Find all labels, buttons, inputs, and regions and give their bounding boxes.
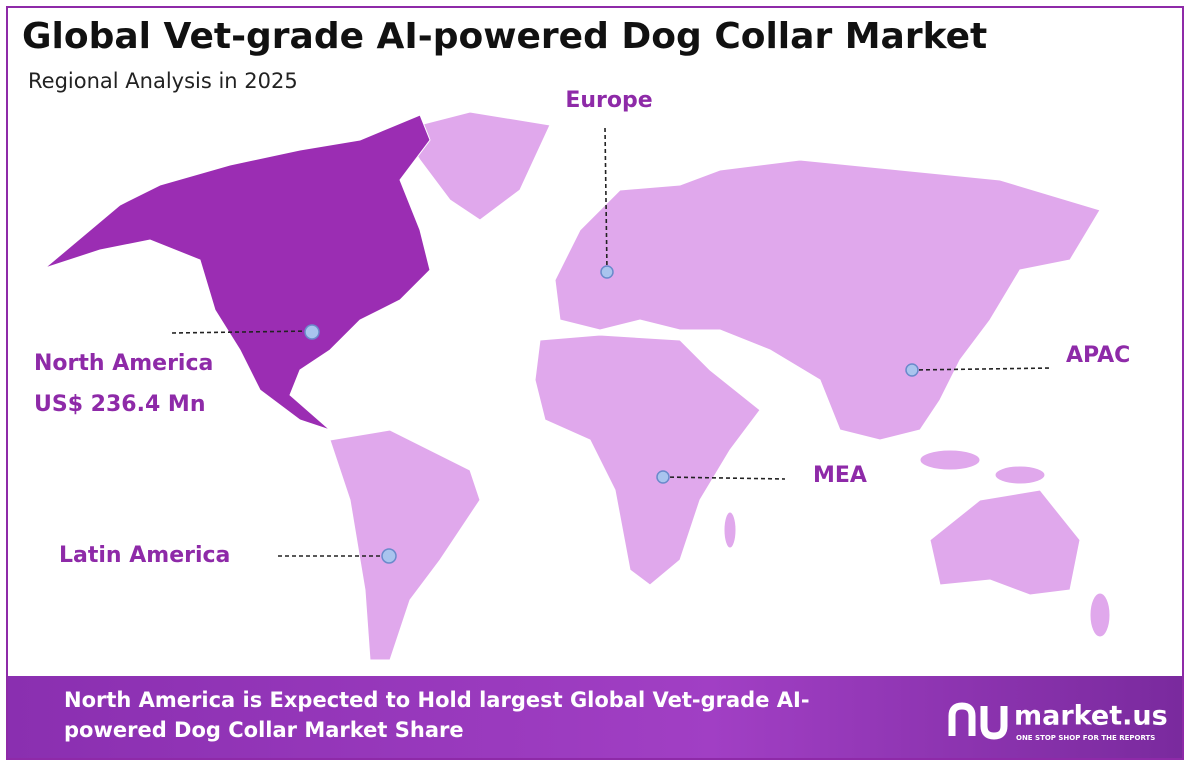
logo-icon	[948, 702, 976, 736]
australia	[929, 489, 1081, 596]
logo-icon	[980, 706, 1008, 740]
title: Global Vet-grade AI-powered Dog Collar M…	[22, 16, 987, 57]
marker	[381, 548, 397, 564]
marker	[600, 265, 614, 279]
world-map	[44, 111, 1111, 661]
africa	[534, 334, 761, 586]
region-label: MEA	[813, 463, 867, 488]
marker	[304, 324, 320, 340]
leader-line	[911, 367, 1053, 371]
marker	[656, 470, 670, 484]
marker	[905, 363, 919, 377]
logo-tagline: ONE STOP SHOP FOR THE REPORTS	[1016, 734, 1155, 742]
madagascar	[723, 511, 737, 549]
footer-text: powered Dog Collar Market Share	[64, 718, 464, 742]
new-guinea	[994, 465, 1046, 485]
eurasia	[554, 159, 1101, 441]
new-zealand	[1089, 592, 1111, 638]
callouts: North America US$ 236.4 Mn Europe APAC M…	[34, 88, 1130, 568]
region-label: Europe	[565, 88, 652, 113]
leader-line	[604, 127, 608, 273]
south-america	[329, 429, 481, 661]
region-label: North America	[34, 351, 213, 376]
subtitle: Regional Analysis in 2025	[28, 69, 298, 93]
region-value: US$ 236.4 Mn	[34, 392, 205, 417]
indonesia	[919, 449, 981, 471]
greenland	[399, 111, 551, 221]
logo: market.us ONE STOP SHOP FOR THE REPORTS	[948, 701, 1168, 742]
region-label: Latin America	[59, 543, 230, 568]
north-america	[44, 114, 431, 431]
leader-line	[662, 476, 786, 480]
logo-name: market.us	[1014, 701, 1168, 732]
region-label: APAC	[1066, 343, 1130, 368]
leader-line	[171, 330, 313, 334]
footer-text: North America is Expected to Hold larges…	[64, 688, 810, 712]
